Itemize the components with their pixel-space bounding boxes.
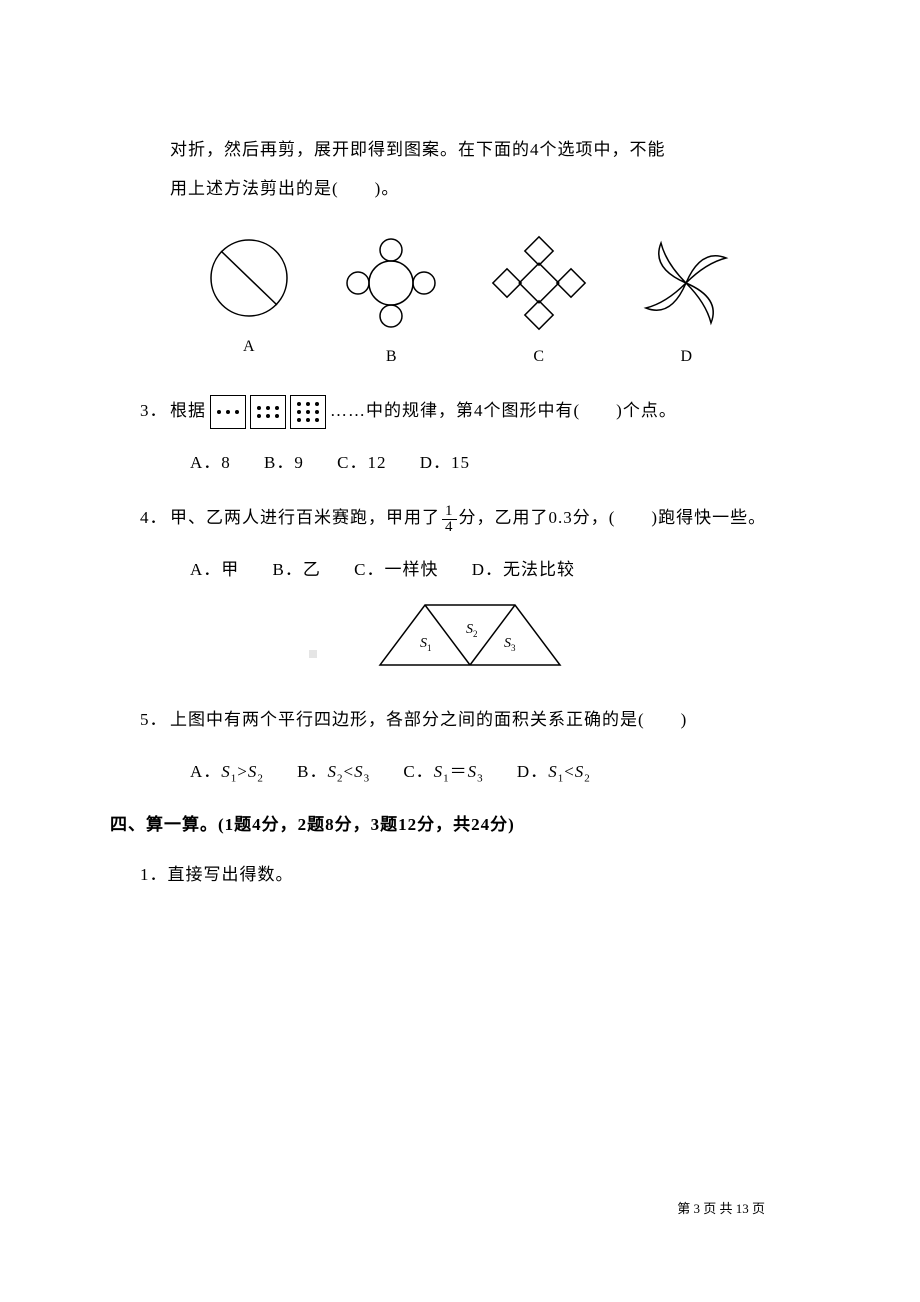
q3-text-after: ……中的规律，第4个图形中有( )个点。 — [330, 401, 677, 420]
q4-text1: 甲、乙两人进行百米赛跑，甲用了 — [170, 508, 440, 527]
q2-option-B: B — [341, 233, 441, 366]
q3-opt-A: A．8 — [190, 453, 231, 472]
q4-options: A．甲 B．乙 C．一样快 D．无法比较 — [170, 555, 770, 580]
q2-option-D: D — [636, 233, 736, 366]
q2-option-C: C — [489, 233, 589, 366]
q4-number: 4． — [140, 498, 170, 537]
q2-option-A: A — [204, 233, 294, 366]
q3-opt-B: B．9 — [264, 453, 304, 472]
circles-cluster-icon — [341, 233, 441, 333]
q3-text-before: 根据 — [170, 401, 206, 420]
q3-pattern — [210, 395, 326, 429]
svg-text:2: 2 — [473, 629, 478, 639]
q4: 4．甲、乙两人进行百米赛跑，甲用了14分，乙用了0.3分，( )跑得快一些。 — [170, 498, 770, 537]
q5-options: A．S1>S2 B．S2<S3 C．S1＝S3 D．S1<S2 — [170, 757, 770, 784]
q2-label-C: C — [533, 348, 544, 366]
svg-text:1: 1 — [427, 643, 432, 653]
q2-label-B: B — [386, 348, 397, 366]
q4-opt-C: C．一样快 — [354, 560, 438, 579]
page-footer: 第 3 页 共 13 页 — [677, 1198, 765, 1217]
q4-opt-B: B．乙 — [273, 560, 321, 579]
q4-opt-A: A．甲 — [190, 560, 239, 579]
q5-opt-B: B．S2<S3 — [297, 762, 370, 781]
svg-text:S: S — [466, 622, 473, 637]
svg-text:3: 3 — [511, 643, 516, 653]
q3-opt-C: C．12 — [337, 453, 386, 472]
q3-number: 3． — [140, 391, 170, 430]
q2-line2: 用上述方法剪出的是( )。 — [170, 179, 399, 198]
dot-box-2 — [250, 395, 286, 429]
q5-number: 5． — [140, 700, 170, 739]
q5-opt-A: A．S1>S2 — [190, 762, 264, 781]
circle-diagonal-icon — [204, 233, 294, 323]
dot-box-1 — [210, 395, 246, 429]
q2-line1: 对折，然后再剪，展开即得到图案。在下面的4个选项中，不能 — [170, 140, 666, 159]
watermark-dot — [309, 650, 317, 658]
q5-figure: S 1 S 2 S 3 — [170, 595, 770, 675]
diamonds-cluster-icon — [489, 233, 589, 333]
q4-fraction: 14 — [442, 504, 457, 535]
q3-options: A．8 B．9 C．12 D．15 — [170, 448, 770, 473]
dot-box-3 — [290, 395, 326, 429]
q4-text2: 分，乙用了0.3分，( )跑得快一些。 — [459, 508, 767, 527]
q2-label-D: D — [680, 348, 692, 366]
section4-sub1: 1．直接写出得数。 — [140, 860, 770, 885]
q2-continuation: 对折，然后再剪，展开即得到图案。在下面的4个选项中，不能 用上述方法剪出的是( … — [170, 130, 770, 208]
q3: 3．根据 ……中的规律，第4个图形中有( )个点。 — [170, 391, 770, 430]
pinwheel-icon — [636, 233, 736, 333]
q4-opt-D: D．无法比较 — [472, 560, 575, 579]
svg-text:S: S — [504, 636, 511, 651]
q2-label-A: A — [243, 338, 255, 356]
q5-opt-C: C．S1＝S3 — [403, 762, 483, 781]
q5-opt-D: D．S1<S2 — [517, 762, 591, 781]
q5-text: 上图中有两个平行四边形，各部分之间的面积关系正确的是( ) — [170, 710, 687, 729]
q2-options-row: A B C D — [170, 233, 770, 366]
svg-text:S: S — [420, 636, 427, 651]
section4-heading: 四、算一算。(1题4分，2题8分，3题12分，共24分) — [110, 810, 770, 835]
q3-opt-D: D．15 — [420, 453, 470, 472]
q5: 5．上图中有两个平行四边形，各部分之间的面积关系正确的是( ) — [170, 700, 770, 739]
trapezoid-diagram-icon: S 1 S 2 S 3 — [370, 595, 570, 675]
